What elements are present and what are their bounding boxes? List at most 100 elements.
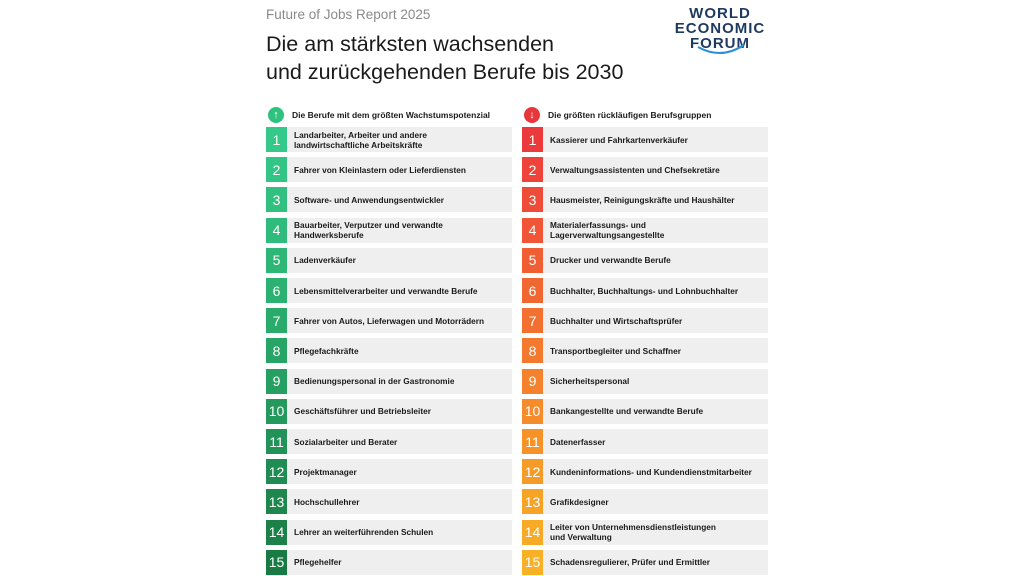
job-label: Kassierer und Fahrkartenverkäufer (550, 134, 688, 145)
rank-badge: 14 (522, 519, 543, 545)
job-label: Bankangestellte und verwandte Berufe (550, 406, 704, 417)
growing-row: 4 Bauarbeiter, Verputzer und verwandte Ha… (266, 217, 512, 243)
growing-row: 15 Pflegehelfer (266, 549, 512, 575)
declining-row: 3 Hausmeister, Reinigungskräfte und Haush… (522, 187, 768, 213)
rank-badge: 1 (266, 127, 287, 152)
title-line-1: Die am stärksten wachsenden (266, 32, 555, 56)
job-label: Grafikdesigner (550, 496, 609, 507)
rank-badge: 15 (266, 549, 287, 575)
growing-row: 6 Lebensmittelverarbeiter und verwandte B… (266, 278, 512, 303)
arrow-down-icon: ↓ (524, 107, 540, 123)
declining-row: 13 Grafikdesigner (522, 489, 768, 515)
page-title: Die am stärksten wachsenden und zurückge… (266, 30, 623, 86)
rank-badge: 12 (266, 459, 287, 485)
logo-line-1: WORLD (689, 5, 751, 22)
job-label: Software- und Anwendungsentwickler (294, 194, 444, 205)
job-label: Hausmeister, Reinigungskräfte und Haushä… (550, 194, 735, 205)
rank-badge: 13 (266, 489, 287, 515)
declining-row: 12 Kundeninformations- und Kundendienstmi… (522, 459, 768, 485)
rank-badge: 13 (522, 489, 543, 515)
job-label: Hochschullehrer (294, 496, 360, 507)
job-label: Sozialarbeiter und Berater (294, 436, 398, 447)
growing-row: 12 Projektmanager (266, 459, 512, 485)
declining-row: 5 Drucker und verwandte Berufe (522, 247, 768, 273)
declining-row: 10 Bankangestellte und verwandte Berufe (522, 398, 768, 424)
growing-row: 2 Fahrer von Kleinlastern oder Lieferdien… (266, 157, 512, 183)
declining-row: 2 Verwaltungsassistenten und Chefsekretär… (522, 157, 768, 183)
logo-line-3: FORUM (690, 35, 750, 52)
job-label: Bedienungspersonal in der Gastronomie (294, 376, 455, 387)
rank-badge: 12 (522, 459, 543, 485)
declining-row: 9 Sicherheitspersonal (522, 368, 768, 394)
job-label: Datenerfasser (550, 436, 606, 447)
job-label: Drucker und verwandte Berufe (550, 255, 671, 266)
logo-arc-icon (697, 44, 745, 54)
rank-badge: 6 (266, 278, 287, 303)
rank-badge: 2 (522, 157, 543, 183)
rank-badge: 7 (266, 308, 287, 334)
rank-badge: 4 (266, 217, 287, 243)
job-label: Buchhalter und Wirtschaftsprüfer (550, 315, 683, 326)
job-label: Fahrer von Autos, Lieferwagen und Motorr… (294, 315, 485, 326)
declining-heading: ↓ Die größten rückläufigen Berufsgruppen (524, 106, 711, 124)
rank-badge: 10 (266, 398, 287, 424)
declining-row: 14 Leiter von Unternehmensdienstleistunge… (522, 519, 768, 545)
title-line-2: und zurückgehenden Berufe bis 2030 (266, 60, 624, 84)
growing-row: 1 Landarbeiter, Arbeiter und andere landw… (266, 127, 512, 152)
rank-badge: 9 (522, 368, 543, 394)
job-label: Landarbeiter, Arbeiter und andere landwi… (294, 129, 427, 150)
rank-badge: 5 (266, 247, 287, 273)
growing-row: 5 Ladenverkäufer (266, 247, 512, 273)
rank-badge: 9 (266, 368, 287, 394)
rank-badge: 6 (522, 278, 543, 303)
rank-badge: 11 (266, 429, 287, 454)
report-label: Future of Jobs Report 2025 (266, 7, 431, 22)
job-label: Fahrer von Kleinlastern oder Lieferdiens… (294, 164, 466, 175)
job-label: Pflegehelfer (294, 557, 342, 568)
growing-row: 8 Pflegefachkräfte (266, 338, 512, 364)
job-label: Lebensmittelverarbeiter und verwandte Be… (294, 285, 478, 296)
rank-badge: 4 (522, 217, 543, 243)
declining-row: 8 Transportbegleiter und Schaffner (522, 338, 768, 364)
rank-badge: 11 (522, 429, 543, 454)
declining-row: 4 Materialerfassungs- und Lagerverwaltung… (522, 217, 768, 243)
growing-heading-label: Die Berufe mit dem größten Wachstumspote… (292, 110, 491, 120)
job-label: Ladenverkäufer (294, 255, 356, 266)
rank-badge: 14 (266, 519, 287, 545)
rank-badge: 10 (522, 398, 543, 424)
declining-row: 6 Buchhalter, Buchhaltungs- und Lohnbuchh… (522, 278, 768, 303)
job-label: Sicherheitspersonal (550, 376, 630, 387)
job-label: Pflegefachkräfte (294, 345, 359, 356)
job-label: Transportbegleiter und Schaffner (550, 345, 681, 356)
growing-row: 3 Software- und Anwendungsentwickler (266, 187, 512, 213)
growing-row: 7 Fahrer von Autos, Lieferwagen und Motor… (266, 308, 512, 334)
job-label: Bauarbeiter, Verputzer und verwandte Han… (294, 220, 443, 241)
job-label: Schadensregulierer, Prüfer und Ermittler (550, 557, 710, 568)
wef-logo: WORLD ECONOMIC FORUM (668, 6, 772, 68)
rank-badge: 3 (266, 187, 287, 213)
logo-line-2: ECONOMIC (674, 20, 766, 37)
declining-row: 1 Kassierer und Fahrkartenverkäufer (522, 127, 768, 152)
growing-row: 14 Lehrer an weiterführenden Schulen (266, 519, 512, 545)
growing-row: 9 Bedienungspersonal in der Gastronomie (266, 368, 512, 394)
job-label: Geschäftsführer und Betriebsleiter (294, 406, 431, 417)
job-label: Lehrer an weiterführenden Schulen (294, 527, 434, 538)
rank-badge: 1 (522, 127, 543, 152)
declining-row: 7 Buchhalter und Wirtschaftsprüfer (522, 308, 768, 334)
declining-row: 11 Datenerfasser (522, 429, 768, 454)
rank-badge: 2 (266, 157, 287, 183)
declining-heading-label: Die größten rückläufigen Berufsgruppen (548, 110, 712, 120)
rank-badge: 15 (522, 549, 543, 575)
growing-row: 10 Geschäftsführer und Betriebsleiter (266, 398, 512, 424)
arrow-up-icon: ↑ (268, 107, 284, 123)
growing-row: 13 Hochschullehrer (266, 489, 512, 515)
job-label: Projektmanager (294, 466, 357, 477)
job-label: Kundeninformations- und Kundendienstmita… (550, 466, 752, 477)
rank-badge: 7 (522, 308, 543, 334)
declining-row: 15 Schadensregulierer, Prüfer und Ermittl… (522, 549, 768, 575)
rank-badge: 3 (522, 187, 543, 213)
job-label: Materialerfassungs- und Lagerverwaltungs… (550, 220, 665, 241)
job-label: Verwaltungsassistenten und Chefsekretäre (550, 164, 720, 175)
growing-heading: ↑ Die Berufe mit dem größten Wachstumspo… (268, 106, 490, 124)
job-label: Leiter von Unternehmensdienstleistungen … (550, 522, 716, 543)
